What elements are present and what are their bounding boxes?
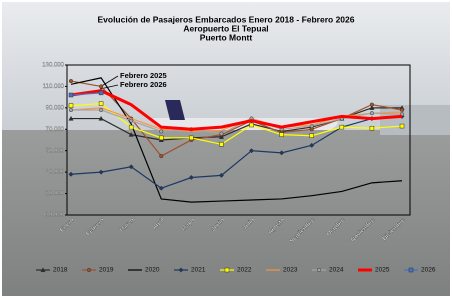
y-tick-label: 110.000 bbox=[43, 84, 65, 90]
y-tick-label: -10.000 bbox=[44, 213, 65, 219]
point bbox=[310, 134, 314, 138]
point bbox=[370, 126, 374, 130]
point bbox=[159, 130, 163, 134]
legend-label: 2018 bbox=[53, 267, 68, 274]
y-tick-label: 130.000 bbox=[42, 63, 64, 69]
point bbox=[159, 154, 163, 158]
chart: Evolución de Pasajeros Embarcados Enero … bbox=[0, 0, 452, 298]
annotation: Febrero 2026 bbox=[120, 80, 167, 89]
y-tick-label: 70.000 bbox=[46, 127, 65, 133]
point bbox=[250, 123, 254, 127]
y-tick-label: 50.000 bbox=[46, 148, 65, 154]
point bbox=[69, 108, 73, 112]
legend-marker bbox=[225, 268, 229, 272]
y-tick-label: 30.000 bbox=[46, 170, 65, 176]
point bbox=[219, 142, 223, 146]
point bbox=[370, 103, 374, 107]
point bbox=[129, 125, 133, 129]
point bbox=[400, 108, 404, 112]
point bbox=[340, 125, 344, 129]
legend-label: 2026 bbox=[421, 267, 436, 274]
photo-building bbox=[380, 105, 450, 135]
legend-label: 2021 bbox=[191, 267, 206, 274]
y-tick-label: 10.000 bbox=[46, 191, 65, 197]
legend-marker bbox=[409, 268, 413, 272]
point bbox=[69, 93, 73, 97]
point bbox=[400, 124, 404, 128]
legend-label: 2024 bbox=[329, 267, 344, 274]
point bbox=[310, 124, 314, 128]
point bbox=[99, 91, 103, 95]
legend-marker bbox=[317, 268, 321, 272]
point bbox=[280, 133, 284, 137]
point bbox=[220, 132, 224, 136]
point bbox=[99, 85, 103, 89]
point bbox=[159, 136, 163, 140]
legend-label: 2020 bbox=[145, 267, 160, 274]
legend-label: 2019 bbox=[99, 267, 114, 274]
chart-title: Puerto Montt bbox=[200, 32, 253, 42]
legend-label: 2023 bbox=[283, 267, 298, 274]
legend-marker bbox=[87, 268, 91, 272]
legend-label: 2022 bbox=[237, 267, 252, 274]
point bbox=[99, 102, 103, 106]
point bbox=[189, 136, 193, 140]
point bbox=[99, 108, 103, 112]
point bbox=[129, 119, 133, 123]
legend-label: 2025 bbox=[375, 267, 390, 274]
point bbox=[370, 111, 374, 115]
annotation: Febrero 2025 bbox=[120, 71, 167, 80]
y-tick-label: 90.000 bbox=[46, 105, 65, 111]
point bbox=[69, 104, 73, 108]
point bbox=[69, 79, 73, 83]
